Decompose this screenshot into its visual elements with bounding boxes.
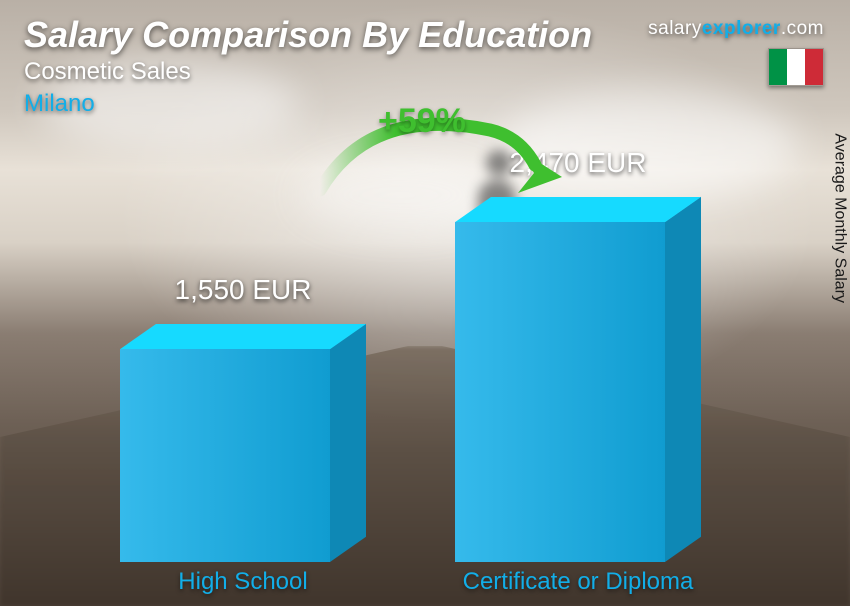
bar-3d (455, 197, 701, 562)
bar-3d (120, 324, 366, 562)
chart-title: Salary Comparison By Education (24, 14, 592, 56)
bar: 1,550 EUR (120, 274, 366, 562)
brand-part-1: salary (648, 18, 702, 39)
flag-stripe (769, 49, 787, 85)
chart-location: Milano (24, 90, 95, 118)
delta-percent-label: +59% (378, 102, 466, 141)
brand-watermark: salaryexplorer.com (648, 18, 824, 40)
chart-subtitle: Cosmetic Sales (24, 58, 191, 86)
flag-italy (768, 48, 824, 86)
bar-value-label: 1,550 EUR (175, 274, 312, 306)
infographic-canvas: Salary Comparison By Education Cosmetic … (0, 0, 850, 606)
bar-category-label: High School (83, 568, 403, 596)
flag-stripe (787, 49, 805, 85)
brand-part-2: explorer (702, 18, 781, 39)
brand-part-3: .com (781, 18, 824, 39)
delta-arrowhead (518, 150, 562, 193)
flag-stripe (805, 49, 823, 85)
bar-category-label: Certificate or Diploma (418, 568, 738, 596)
